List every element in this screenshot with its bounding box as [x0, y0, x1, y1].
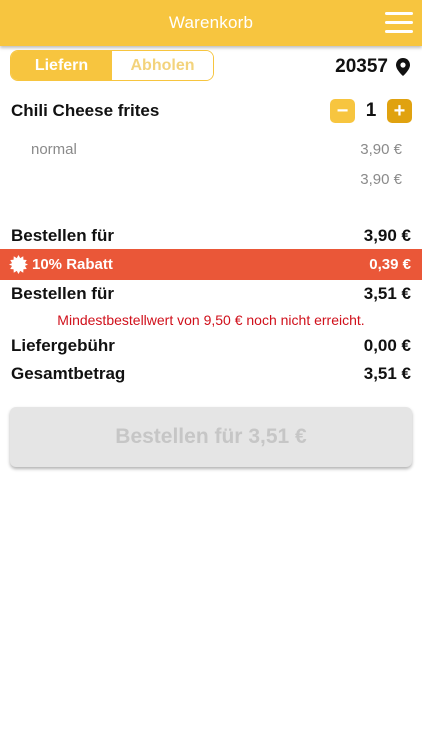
item-variant: normal	[31, 141, 77, 158]
delivery-mode-toggle: Liefern Abholen	[10, 50, 214, 81]
decrease-quantity-button[interactable]: −	[330, 99, 355, 123]
quantity-stepper: − 1 +	[330, 99, 412, 123]
total-value: 3,51 €	[363, 364, 411, 383]
subtotal-row: Bestellen für 3,90 €	[0, 224, 422, 248]
discounted-subtotal-row: Bestellen für 3,51 €	[0, 282, 422, 306]
delivery-fee-label: Liefergebühr	[11, 336, 115, 355]
minimum-order-warning: Mindestbestellwert von 9,50 € noch nicht…	[57, 312, 365, 328]
cart-item-name: Chili Cheese frites	[11, 101, 160, 120]
quantity-value: 1	[365, 100, 377, 121]
discount-badge-icon	[9, 255, 28, 274]
subtotal-value: 3,90 €	[363, 226, 411, 245]
delivery-fee-value: 0,00 €	[363, 336, 411, 355]
total-label: Gesamtbetrag	[11, 364, 126, 383]
discounted-subtotal-label: Bestellen für	[11, 284, 114, 303]
discount-value: 0,39 €	[369, 256, 411, 273]
postal-code: 20357	[335, 56, 388, 77]
app-header: Warenkorb	[0, 0, 422, 46]
subtotal-label: Bestellen für	[11, 226, 114, 245]
item-variant-price: 3,90 €	[360, 141, 402, 158]
order-button[interactable]: Bestellen für 3,51 €	[10, 407, 412, 467]
discounted-subtotal-value: 3,51 €	[363, 284, 411, 303]
hamburger-menu-icon[interactable]	[385, 12, 413, 34]
page-title: Warenkorb	[168, 13, 254, 32]
total-row: Gesamtbetrag 3,51 €	[0, 362, 422, 386]
item-total-price: 3,90 €	[360, 171, 402, 188]
location-selector[interactable]: 20357	[335, 56, 410, 78]
location-pin-icon	[396, 58, 410, 76]
toggle-abholen[interactable]: Abholen	[112, 51, 213, 80]
discount-label: 10% Rabatt	[32, 256, 113, 273]
delivery-fee-row: Liefergebühr 0,00 €	[0, 334, 422, 358]
toggle-liefern[interactable]: Liefern	[11, 51, 112, 80]
increase-quantity-button[interactable]: +	[387, 99, 412, 123]
discount-row: 10% Rabatt 0,39 €	[0, 249, 422, 280]
